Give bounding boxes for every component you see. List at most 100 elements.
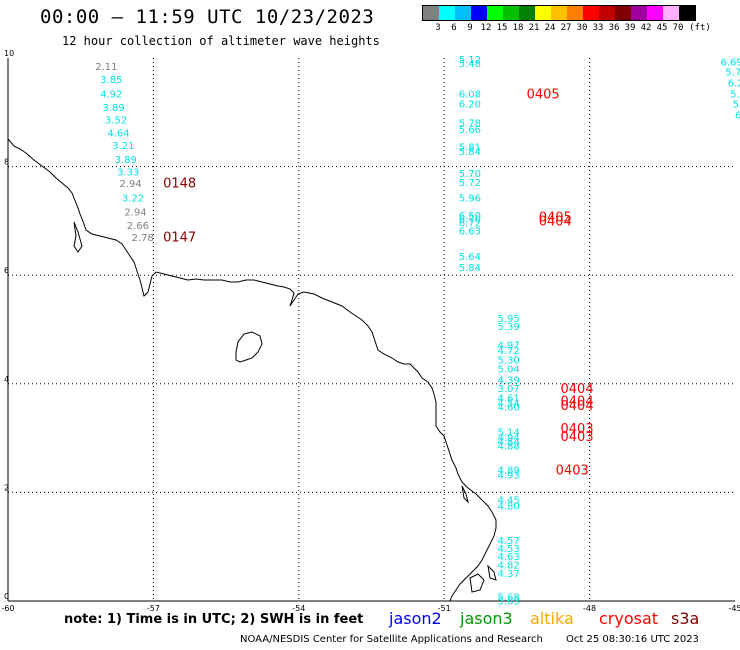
page-subtitle: 12 hour collection of altimeter wave hei…	[62, 34, 380, 48]
wave-height-label: 3.52	[105, 115, 127, 126]
wave-height-label: 4.53	[498, 544, 520, 555]
wave-height-label: 4.63	[498, 552, 520, 563]
wave-height-label: 4.45	[498, 495, 520, 506]
wave-height-label: 4.54	[498, 398, 520, 409]
wave-height-label: 6.69	[720, 57, 740, 68]
pass-time-label: 0404	[561, 399, 594, 414]
wave-height-label: 5.81	[459, 143, 481, 154]
wave-height-label: 5.66	[459, 125, 481, 136]
legend-swatch	[567, 6, 583, 20]
legend-label: 39	[624, 23, 636, 33]
legend-label: 15	[496, 23, 508, 33]
legend-swatch	[535, 6, 551, 20]
pass-time-label: 0405	[539, 211, 572, 226]
wave-height-label: 5.74	[725, 68, 740, 79]
legend-label: 6	[451, 23, 457, 33]
legend-label: 3	[435, 23, 441, 33]
legend-label: 9	[467, 23, 473, 33]
wave-height-label: 4.57	[498, 536, 520, 547]
wave-height-label: 4.61	[498, 393, 520, 404]
wave-height-label: 3.21	[112, 141, 134, 152]
wave-height-label: 5.72	[459, 178, 481, 189]
legend-label: 27	[560, 23, 572, 33]
legend-swatch-bar	[422, 5, 696, 21]
wave-height-label: 5.96	[459, 194, 481, 205]
coastline-path-islets	[73, 221, 497, 593]
footer-credit: NOAA/NESDIS Center for Satellite Applica…	[240, 634, 543, 645]
footer-timestamp: Oct 25 08:30:16 UTC 2023	[566, 634, 699, 645]
lon-tick-label: -57	[147, 604, 160, 613]
pass-time-label: 0403	[556, 464, 589, 479]
wave-height-label: 5.39	[498, 322, 520, 333]
wave-height-label: 3.89	[115, 155, 137, 166]
coastline-path-island	[235, 331, 263, 363]
legend-swatch	[519, 6, 535, 20]
color-legend: 3 6 9 12 15 18 21 24 27 30 33 36 39 42 45 70 (ft)	[422, 5, 711, 35]
legend-swatch	[551, 6, 567, 20]
coastline	[7, 138, 497, 602]
lon-tick-label: -48	[583, 604, 596, 613]
legend-swatch	[471, 6, 487, 20]
wave-height-label: 4.39	[498, 375, 520, 386]
wave-height-label: 6.72	[459, 219, 481, 230]
legend-label: 18	[512, 23, 524, 33]
wave-height-label: 6.70	[459, 215, 481, 226]
wave-height-label: 4.92	[100, 89, 122, 100]
page-title: 00:00 – 11:59 UTC 10/23/2023	[40, 6, 375, 28]
satellite-s3a: s3a	[671, 609, 700, 628]
wave-height-label: 5.30	[498, 355, 520, 366]
legend-swatch	[615, 6, 631, 20]
pass-time-label: 0403	[561, 422, 594, 437]
wave-height-label: 6.50	[459, 211, 481, 222]
pass-time-label: 0403	[561, 430, 594, 445]
wave-height-label: 5.39	[730, 89, 740, 100]
wave-height-label: 5.84	[459, 147, 481, 158]
lat-tick-label: 10	[4, 49, 14, 58]
legend-label: 42	[640, 23, 652, 33]
lon-tick-label: -51	[438, 604, 451, 613]
wave-height-label: 2.66	[127, 221, 149, 232]
legend-swatch	[439, 6, 455, 20]
legend-swatch	[423, 6, 439, 20]
footer-note: note: 1) Time is in UTC; 2) SWH is in fe…	[64, 612, 364, 627]
wave-height-label: 4.80	[498, 501, 520, 512]
wave-height-label: 5.04	[498, 365, 520, 376]
time-labels: 0405040504040404040404040403040304030148…	[163, 87, 594, 478]
satellite-jason2: jason2	[389, 609, 442, 628]
wave-height-label: 6.39	[735, 110, 740, 121]
wave-height-label: 2.11	[95, 62, 117, 73]
legend-label: 24	[544, 23, 556, 33]
lon-tick-label: -54	[292, 604, 305, 613]
grid-lines	[8, 58, 735, 601]
legend-swatch	[487, 6, 503, 20]
legend-label: 70	[672, 23, 684, 33]
wave-height-label: 4.64	[107, 128, 129, 139]
wave-height-label: 3.07	[498, 384, 520, 395]
pass-time-label: 0404	[561, 382, 594, 397]
satellite-cryosat: cryosat	[599, 609, 659, 628]
lat-tick-label: 2	[4, 483, 9, 492]
wave-height-label: 5.70	[459, 169, 481, 180]
legend-label: 30	[576, 23, 588, 33]
legend-swatch	[503, 6, 519, 20]
pass-time-label: 0404	[539, 214, 572, 229]
legend-label: 12	[480, 23, 492, 33]
wave-height-label: 4.72	[498, 346, 520, 357]
wave-height-label: 4.89	[498, 466, 520, 477]
legend-swatch	[599, 6, 615, 20]
legend-swatch	[663, 6, 679, 20]
legend-label-row: 3 6 9 12 15 18 21 24 27 30 33 36 39 42 45 70 (ft)	[422, 21, 711, 35]
legend-swatch	[679, 6, 695, 20]
wave-height-label: 5.78	[459, 119, 481, 130]
wave-height-label: 3.89	[103, 103, 125, 114]
wave-height-label: 6.08	[459, 89, 481, 100]
map-frame	[7, 58, 735, 602]
wave-height-label: 4.82	[498, 561, 520, 572]
wave-height-label: 4.60	[498, 403, 520, 414]
wave-height-label: 2.78	[132, 233, 154, 244]
lat-tick-label: 8	[4, 158, 9, 167]
legend-label: 36	[608, 23, 620, 33]
legend-label: 45	[656, 23, 668, 33]
